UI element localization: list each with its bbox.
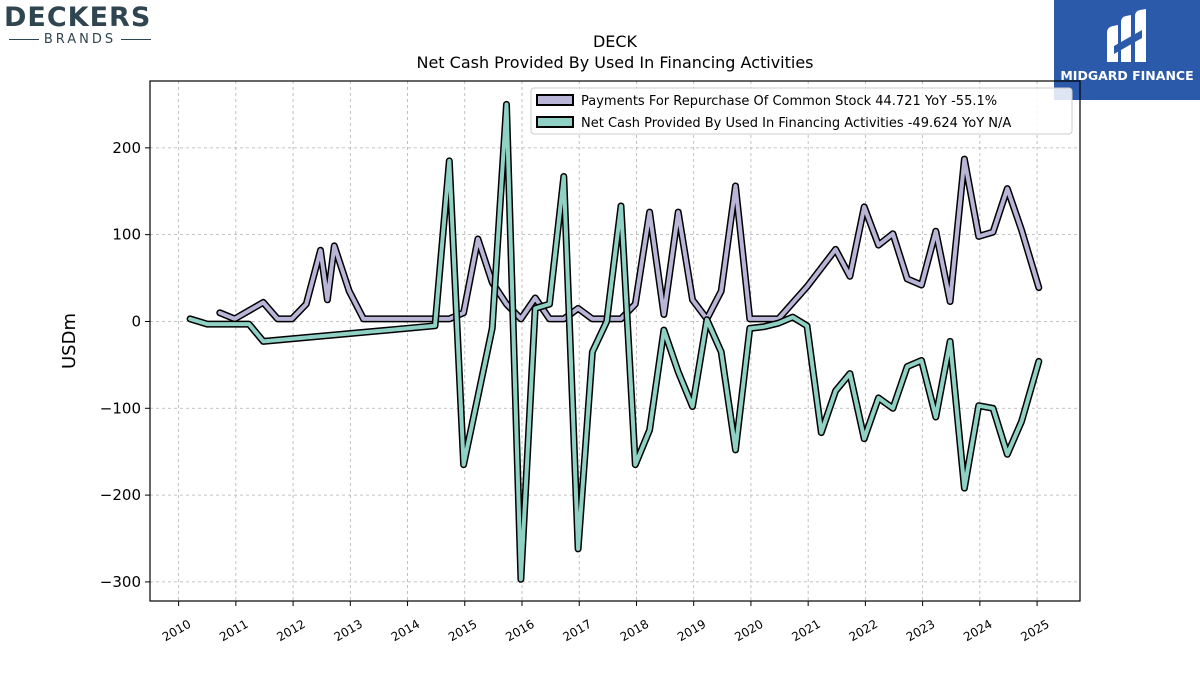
legend-swatch-1 [536,94,574,106]
x-tick-label: 2025 [1018,617,1051,644]
x-tick-label: 2020 [732,617,765,644]
logo-brand-sub: BRANDS [4,32,156,47]
deckers-brands-logo: DECKERS BRANDS [4,2,164,52]
y-tick-label: 200 [112,139,141,157]
legend-label-1: Payments For Repurchase Of Common Stock … [581,94,997,109]
x-tick-label: 2015 [446,617,479,644]
y-tick-label: 100 [112,226,141,244]
legend-label-2: Net Cash Provided By Used In Financing A… [581,116,1011,131]
logo-brand-name: DECKERS [4,2,152,33]
x-tick-label: 2019 [675,617,708,644]
legend-box [530,87,1073,135]
x-tick-label: 2011 [217,617,250,644]
series-lines [186,100,1043,583]
y-tick-label: −200 [100,486,141,504]
logo-rule-left [9,38,39,41]
x-tick-label: 2022 [847,617,880,644]
plot-frame [149,80,1081,602]
y-tick-label: 0 [131,312,141,330]
x-tick-label: 2016 [503,617,536,644]
legend-swatch-2 [536,116,574,128]
x-tick-label: 2024 [961,617,994,644]
logo-brand-sub-text: BRANDS [43,32,117,47]
legend: Payments For Repurchase Of Common Stock … [530,87,1073,135]
y-tick-label: −300 [100,573,141,591]
series-line-2 [186,100,1043,583]
series-line-1 [216,155,1043,323]
x-tick-label: 2013 [332,617,365,644]
y-axis-label: USDm [59,313,80,369]
logo-company-name: MIDGARD FINANCE [1060,68,1194,83]
x-tick-label: 2017 [561,617,594,644]
x-tick-label: 2012 [274,617,307,644]
axis-ticks: 2010 2011 2012 2013 2014 2015 2016 2017 2018 2019… [100,139,1052,644]
chart-subtitle: Net Cash Provided By Used In Financing A… [416,53,814,72]
x-tick-label: 2014 [389,617,422,644]
x-tick-label: 2010 [160,617,193,644]
x-tick-label: 2023 [904,617,937,644]
midgard-finance-logo: MIDGARD FINANCE [1054,0,1200,100]
midgard-mark-icon [1107,9,1146,62]
y-tick-label: −100 [100,399,141,417]
logo-rule-right [121,38,151,41]
x-tick-label: 2018 [618,617,651,644]
x-tick-label: 2021 [789,617,822,644]
chart-title: DECK [592,32,638,51]
